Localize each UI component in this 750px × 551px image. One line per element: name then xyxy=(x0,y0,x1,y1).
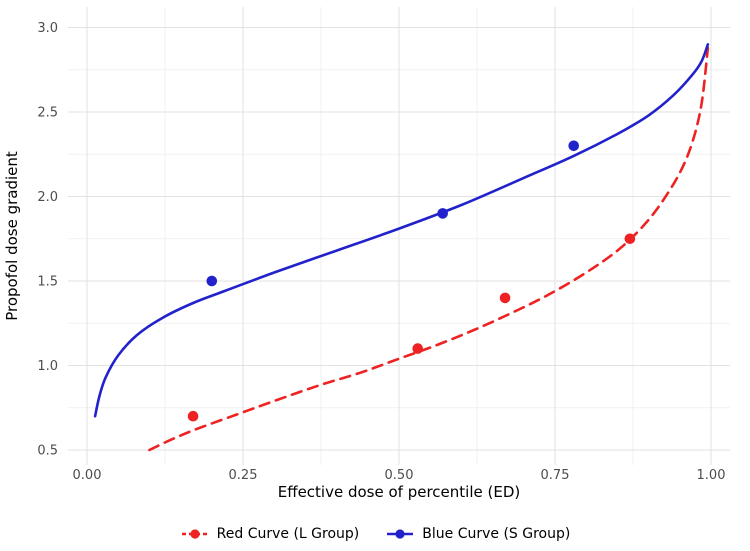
y-tick-label: 0.5 xyxy=(37,444,58,459)
x-axis-title: Effective dose of percentile (ED) xyxy=(278,483,520,501)
y-tick-label: 2.5 xyxy=(37,106,58,121)
data-point-series-1 xyxy=(437,208,448,219)
y-tick-label: 1.5 xyxy=(37,275,58,290)
blue-curve-key-icon xyxy=(387,529,414,539)
legend-item-blue-curve: Blue Curve (S Group) xyxy=(385,526,570,542)
grid-layer xyxy=(68,7,730,465)
x-tick-label: 0.00 xyxy=(73,468,102,483)
data-point-series-1 xyxy=(568,140,580,152)
series-layer xyxy=(93,43,710,452)
plot-area: 0.00 0.25 0.50 0.75 1.00 0.5 1.0 1.5 2.0 2.5 3.0 E… xyxy=(3,7,730,501)
data-point-series-1 xyxy=(206,275,218,287)
data-point-series-0 xyxy=(624,233,636,245)
legend-label-red-curve: Red Curve (L Group) xyxy=(216,526,360,542)
data-point-series-0 xyxy=(412,343,424,354)
data-point-series-0 xyxy=(187,410,199,422)
x-tick-label: 0.75 xyxy=(541,468,570,483)
y-tick-label: 3.0 xyxy=(37,21,58,36)
x-tick-label: 0.25 xyxy=(229,468,258,483)
x-tick-label: 1.00 xyxy=(697,468,726,483)
y-tick-label: 1.0 xyxy=(37,359,58,374)
red-curve-key-icon xyxy=(181,529,208,539)
ticks-layer: 0.00 0.25 0.50 0.75 1.00 0.5 1.0 1.5 2.0 2.5 3.0 xyxy=(37,21,725,483)
y-tick-label: 2.0 xyxy=(37,190,58,205)
data-point-series-0 xyxy=(499,292,511,304)
series-curve-0 xyxy=(148,46,710,452)
legend-label-blue-curve: Blue Curve (S Group) xyxy=(422,526,571,542)
series-curve-1 xyxy=(93,43,710,418)
y-axis-title: Propofol dose gradient xyxy=(3,151,21,321)
x-tick-label: 0.50 xyxy=(385,468,414,483)
legend: Red Curve (L Group) Blue Curve (S Group) xyxy=(0,520,750,548)
legend-item-red-curve: Red Curve (L Group) xyxy=(180,526,360,542)
